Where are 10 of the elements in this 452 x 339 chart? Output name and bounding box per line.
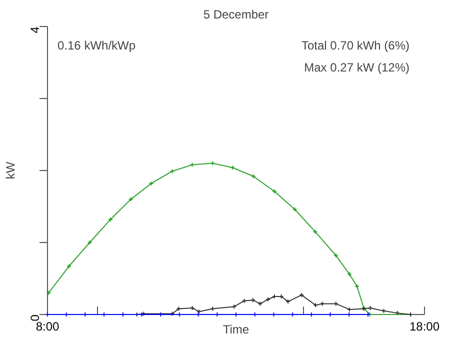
- annotation: Total 0.70 kWh (6%): [301, 38, 410, 52]
- y-tick-label: 4: [28, 26, 42, 34]
- annotation: 0.16 kWh/kWp: [58, 38, 136, 52]
- chart-title: 5 December: [203, 8, 269, 22]
- x-tick-label: 18:00: [409, 320, 440, 334]
- annotation: Max 0.27 kW (12%): [304, 60, 410, 74]
- x-tick-label: 8:00: [36, 320, 60, 334]
- x-axis-title: Time: [222, 322, 250, 336]
- y-tick-label: 0: [28, 314, 42, 322]
- y-axis-title: kW: [4, 161, 18, 180]
